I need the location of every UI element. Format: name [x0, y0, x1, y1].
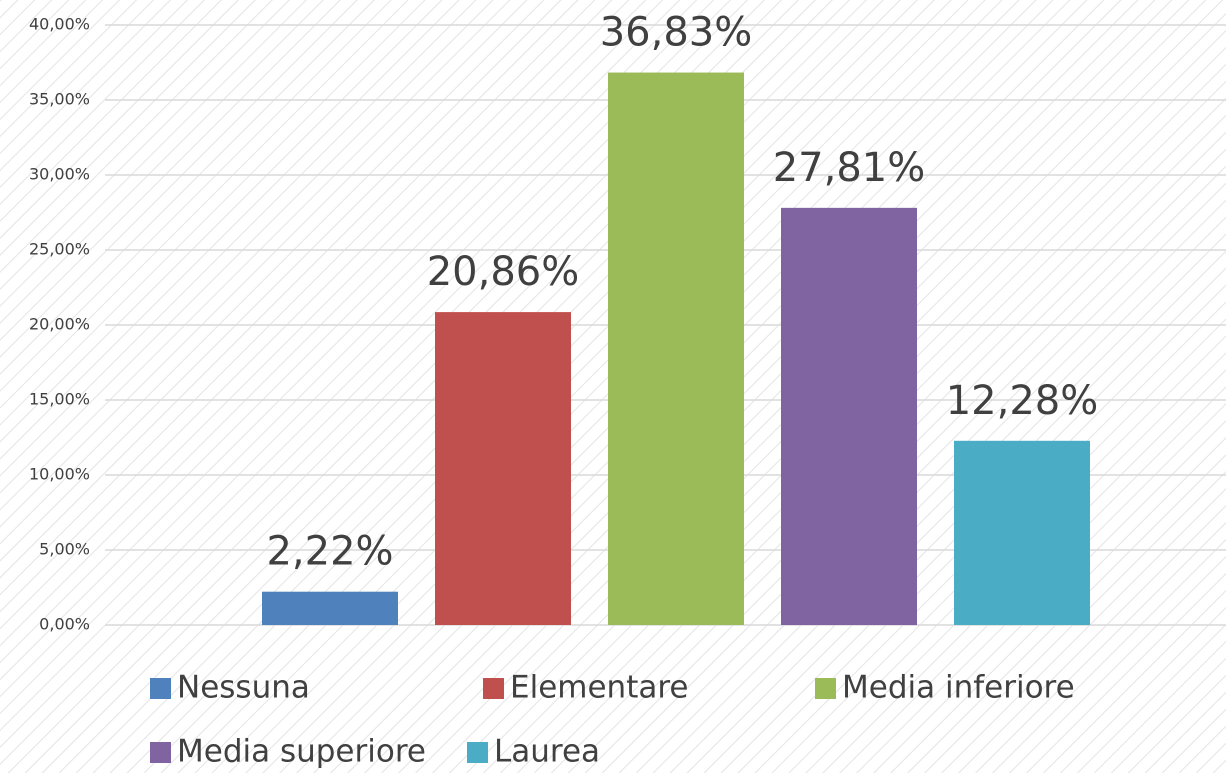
y-tick-label: 25,00%: [29, 240, 90, 259]
bar: [781, 207, 917, 625]
bar: [435, 312, 571, 625]
data-label: 12,28%: [946, 378, 1099, 424]
legend-label: Nessuna: [177, 670, 310, 706]
y-tick-label: 15,00%: [29, 390, 90, 409]
legend-swatch: [150, 678, 171, 699]
y-tick-label: 0,00%: [39, 615, 90, 634]
y-tick-label: 5,00%: [39, 540, 90, 559]
data-label: 20,86%: [427, 249, 580, 295]
legend-swatch: [150, 742, 171, 763]
bar: [608, 72, 744, 626]
legend-label: Laurea: [494, 734, 600, 770]
y-tick-label: 30,00%: [29, 165, 90, 184]
y-tick-label: 35,00%: [29, 90, 90, 109]
legend-label: Media superiore: [177, 734, 426, 770]
y-tick-label: 40,00%: [29, 15, 90, 34]
legend-label: Elementare: [510, 670, 688, 706]
bar: [262, 591, 398, 625]
data-label: 2,22%: [266, 529, 393, 575]
bar: [954, 440, 1090, 625]
data-label: 36,83%: [600, 10, 753, 56]
legend-swatch: [815, 678, 836, 699]
legend-label: Media inferiore: [842, 670, 1075, 706]
legend-swatch: [483, 678, 504, 699]
legend-swatch: [467, 742, 488, 763]
y-tick-label: 20,00%: [29, 315, 90, 334]
data-label: 27,81%: [773, 145, 926, 191]
y-tick-label: 10,00%: [29, 465, 90, 484]
